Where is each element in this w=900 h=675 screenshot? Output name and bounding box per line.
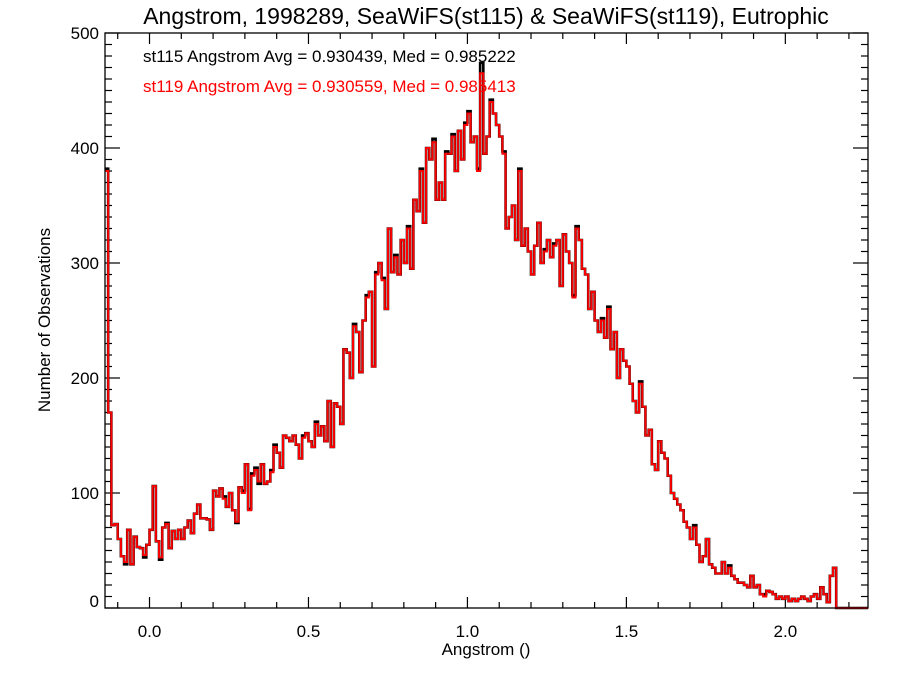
x-tick-label: 0.5 [297, 622, 321, 641]
y-tick-label: 500 [71, 24, 99, 43]
chart-title: Angstrom, 1998289, SeaWiFS(st115) & SeaW… [143, 3, 829, 29]
x-tick-label: 1.0 [456, 622, 480, 641]
y-tick-label: 200 [71, 369, 99, 388]
plot-frame [104, 32, 869, 609]
x-tick-label: 1.5 [615, 622, 639, 641]
y-tick-labels: 0 100 200 300 400 500 [71, 24, 99, 611]
series-st119-line [105, 72, 868, 609]
y-tick-label: 100 [71, 484, 99, 503]
annotation-st115: st115 Angstrom Avg = 0.930439, Med = 0.9… [143, 47, 516, 66]
x-tick-label: 2.0 [774, 622, 798, 641]
x-axis-label: Angstrom () [442, 640, 531, 659]
x-tick-labels: 0.0 0.5 1.0 1.5 2.0 [138, 622, 797, 641]
x-tick-label: 0.0 [138, 622, 162, 641]
y-tick-label: 400 [71, 139, 99, 158]
y-tick-label: 0 [90, 592, 99, 611]
series-group [105, 61, 868, 610]
annotation-st119: st119 Angstrom Avg = 0.930559, Med = 0.9… [143, 77, 516, 96]
y-tick-label: 300 [71, 254, 99, 273]
axis-ticks [105, 32, 868, 609]
y-axis-label: Number of Observations [35, 228, 54, 412]
